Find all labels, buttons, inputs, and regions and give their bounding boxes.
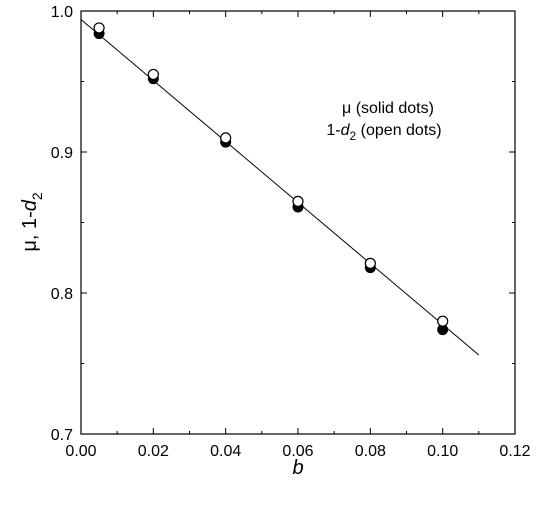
tick-labels: 0.00 0.02 0.04 0.06 0.08 0.10 0.12 0.7 0.8 0.9 1.0: [51, 4, 531, 460]
legend-line2-italic: d: [341, 122, 351, 139]
x-tick-label: 0.04: [210, 443, 241, 460]
x-tick-label: 0.06: [282, 443, 313, 460]
x-tick-label: 0.12: [499, 443, 530, 460]
x-axis-title: b: [292, 457, 303, 479]
open-dot-point: [364, 257, 376, 269]
open-dot-point: [437, 315, 449, 327]
y-axis-title-subscript: 2: [29, 192, 45, 200]
legend: μ (solid dots) 1-d2 (open dots): [326, 100, 441, 143]
legend-line-mu: μ (solid dots): [342, 100, 434, 117]
open-dot-point: [292, 195, 304, 207]
x-tick-label: 0.10: [427, 443, 458, 460]
data-points: [93, 22, 449, 336]
open-dot-point: [147, 68, 159, 81]
y-axis-title-main: μ, 1-: [19, 211, 41, 251]
ticks: [80, 10, 516, 435]
fit-line: [80, 19, 480, 356]
legend-line-1-d2: 1-d2 (open dots): [326, 122, 441, 143]
x-tick-label: 0.02: [138, 443, 169, 460]
legend-line2-suffix: (open dots): [356, 122, 441, 139]
open-dot-point: [93, 22, 105, 34]
x-tick-label: 0.00: [65, 443, 96, 460]
legend-line2-subscript: 2: [350, 129, 357, 143]
y-tick-label: 1.0: [51, 4, 73, 21]
y-tick-label: 0.9: [51, 145, 73, 162]
fit-line-group: [80, 19, 480, 356]
open-dot-point: [220, 132, 232, 144]
y-tick-label: 0.8: [51, 286, 73, 303]
y-tick-label: 0.7: [51, 427, 73, 444]
x-tick-label: 0.08: [355, 443, 386, 460]
legend-line2-prefix: 1-: [326, 122, 340, 139]
y-axis-title: μ, 1-d2: [19, 192, 45, 252]
y-axis-title-italic: d: [19, 199, 41, 211]
